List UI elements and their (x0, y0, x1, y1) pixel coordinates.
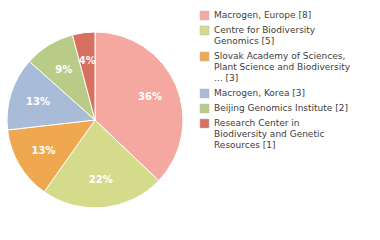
legend-item: Research Center inBiodiversity and Genet… (200, 118, 324, 150)
legend-label-line: Slovak Academy of Sciences, (214, 51, 345, 61)
legend-label-line: Plant Science and Biodiversity (214, 62, 351, 72)
legend-swatch (200, 119, 209, 128)
legend: Macrogen, Europe [8] Centre for Biodivers… (200, 10, 351, 150)
chart: 36% 22% 13% 13% 9% 4% Macrogen, Europe [8] Cent… (0, 0, 380, 240)
legend-label-line: Genomics [5] (214, 36, 274, 46)
pie (7, 32, 183, 208)
legend-item: Macrogen, Korea [3] (200, 88, 305, 98)
data-label: 13% (26, 96, 50, 107)
pie-slice (72, 32, 95, 120)
legend-label: Beijing Genomics Institute [2] (214, 103, 348, 113)
legend-label-line: Macrogen, Korea [3] (214, 88, 305, 98)
legend-label: Macrogen, Korea [3] (214, 88, 305, 98)
legend-item: Slovak Academy of Sciences,Plant Science… (200, 51, 351, 83)
legend-swatch (200, 11, 209, 20)
legend-label-line: Resources [1] (214, 140, 276, 150)
data-label: 36% (138, 91, 162, 102)
legend-swatch (200, 52, 209, 61)
data-labels: 36% 22% 13% 13% 9% 4% (26, 55, 162, 185)
legend-swatch (200, 26, 209, 35)
legend-label: Centre for BiodiversityGenomics [5] (214, 25, 316, 46)
legend-label-line: Biodiversity and Genetic (214, 129, 324, 139)
legend-label-line: Centre for Biodiversity (214, 25, 316, 35)
legend-label-line: Research Center in (214, 118, 300, 128)
legend-label: Slovak Academy of Sciences,Plant Science… (214, 51, 351, 83)
legend-swatch (200, 89, 209, 98)
legend-label-line: Beijing Genomics Institute [2] (214, 103, 348, 113)
data-label: 4% (79, 55, 96, 66)
legend-item: Macrogen, Europe [8] (200, 10, 311, 20)
data-label: 9% (55, 64, 72, 75)
legend-label-line: ... [3] (214, 73, 238, 83)
pie-slice (8, 120, 95, 192)
legend-item: Beijing Genomics Institute [2] (200, 103, 348, 113)
legend-label-line: Macrogen, Europe [8] (214, 10, 311, 20)
legend-label: Research Center inBiodiversity and Genet… (214, 118, 324, 150)
legend-item: Centre for BiodiversityGenomics [5] (200, 25, 316, 46)
data-label: 13% (32, 145, 56, 156)
data-label: 22% (89, 174, 113, 185)
legend-swatch (200, 104, 209, 113)
legend-label: Macrogen, Europe [8] (214, 10, 311, 20)
